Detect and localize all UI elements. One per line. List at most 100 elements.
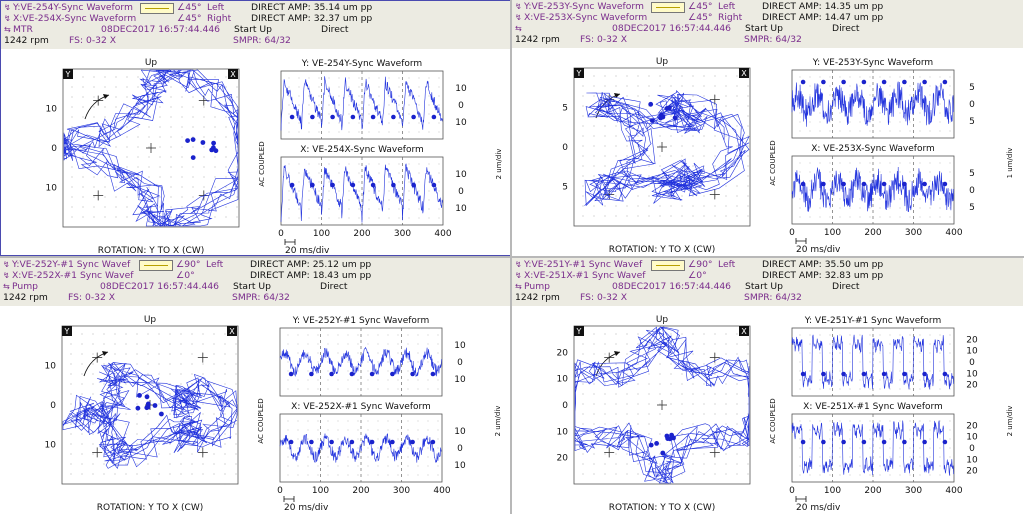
y-direct-amp: DIRECT AMP: 35.14 um pp	[251, 2, 373, 13]
y-waveform-title: Y: VE-251Y-#1 Sync Waveform	[804, 316, 942, 326]
y-waveform-name[interactable]: Y:VE-253Y-Sync Waveform	[524, 1, 644, 12]
time-axis-tick: 0	[278, 229, 284, 239]
direct-mode: Direct	[832, 281, 860, 292]
keyphasor-dot	[861, 79, 867, 85]
x-waveform-tick: 5	[969, 203, 975, 213]
time-axis-tick: 0	[789, 486, 795, 496]
keyphasor-dot	[329, 371, 334, 377]
scale-label: 2 um/div	[1006, 406, 1014, 437]
trace-legend-swatch[interactable]	[139, 260, 173, 271]
keyphasor-dot	[861, 181, 867, 187]
plot-panel[interactable]: ↯ ↯ Y:VE-252Y-#1 Sync Wavef X:VE-252X-#1 Sy…	[0, 258, 511, 514]
keyphasor-dot	[190, 137, 196, 142]
plot-panel[interactable]: ↯ ↯ Y:VE-254Y-Sync Waveform X:VE-254X-Sync …	[0, 0, 511, 256]
time-axis-tick: 400	[434, 229, 451, 239]
keyphasor-dot	[800, 371, 806, 377]
machine-icon: ⇆	[515, 282, 522, 291]
waveform-icon: ↯	[515, 13, 522, 22]
y-box-label: Y	[64, 327, 70, 336]
sample-datetime: 08DEC2017 16:57:44.446	[612, 23, 732, 34]
y-probe-marker: Y	[62, 326, 72, 336]
startup-status: Start Up	[234, 24, 272, 35]
orbit-crosshairs	[604, 352, 720, 458]
y-box-label: Y	[576, 327, 582, 336]
keyphasor-dot	[144, 394, 150, 400]
keyphasor-dot	[660, 450, 666, 456]
keyphasor-dot	[431, 114, 437, 120]
time-axis-tick: 100	[824, 228, 841, 238]
keyphasor-dot	[330, 182, 335, 188]
orbit-grid	[582, 333, 749, 475]
orbit-y-tick: 5	[562, 183, 568, 193]
time-axis-tick: 400	[945, 228, 962, 238]
keyphasor-dot	[350, 182, 356, 188]
plot-panel[interactable]: ↯ ↯ Y:VE-253Y-Sync Waveform X:VE-253X-Sync …	[512, 0, 1023, 256]
x-probe-marker: X	[739, 68, 749, 78]
timebase-label: 20 ms/div	[796, 245, 841, 255]
x-waveform-title: X: VE-251X-#1 Sync Waveform	[803, 402, 943, 412]
keyphasor-dot	[902, 79, 907, 85]
keyphasor-dot	[821, 181, 826, 187]
x-waveform-name[interactable]: X:VE-252X-#1 Sync Wavef	[12, 270, 134, 281]
keyphasor-dot	[391, 114, 396, 120]
trace-legend-swatch[interactable]	[140, 3, 174, 14]
plot-area: Up ROTATION: Y TO X (CW) Y X 5 0 5 AC COUPLED 1 …	[562, 57, 1014, 255]
x-waveform-name[interactable]: X:VE-253X-Sync Waveform	[524, 12, 648, 23]
orbit-y-tick: 10	[45, 441, 57, 451]
x-waveform-tick: 0	[969, 186, 975, 196]
keyphasor-dot	[841, 439, 846, 445]
x-waveform-tick: 10	[454, 427, 466, 437]
x-waveform-name[interactable]: X:VE-251X-#1 Sync Wavef	[524, 270, 646, 281]
y-probe-side: Left	[718, 259, 736, 270]
x-waveform-name[interactable]: X:VE-254X-Sync Waveform	[13, 13, 137, 24]
rotation-arrow	[595, 351, 621, 377]
plot-panel[interactable]: ↯ ↯ Y:VE-251Y-#1 Sync Wavef X:VE-251X-#1 Sy…	[512, 258, 1023, 514]
machine-name: MTR	[13, 24, 33, 35]
time-axis-tick: 0	[789, 228, 795, 238]
y-waveform-name[interactable]: Y:VE-251Y-#1 Sync Wavef	[524, 259, 643, 270]
y-waveform-title: Y: VE-253Y-Sync Waveform	[812, 58, 933, 68]
x-waveform-title: X: VE-252X-#1 Sync Waveform	[291, 402, 431, 412]
keyphasor-dot	[200, 140, 206, 145]
y-waveform-tick: 5	[969, 117, 975, 127]
sample-rate: SMPR: 64/32	[232, 292, 290, 303]
y-waveform-tick: 10	[966, 347, 978, 357]
y-probe-marker: Y	[574, 326, 584, 336]
x-waveform-tick: 10	[455, 204, 467, 214]
y-waveform-name[interactable]: Y:VE-252Y-#1 Sync Wavef	[12, 259, 131, 270]
timebase-label: 20 ms/div	[284, 503, 329, 513]
keyphasor-dot	[349, 371, 355, 377]
x-box-label: X	[230, 70, 236, 79]
x-direct-amp: DIRECT AMP: 32.83 um pp	[762, 270, 884, 281]
y-box-label: Y	[576, 69, 582, 78]
y-probe-angle: ∠45°	[177, 2, 202, 13]
x-probe-side: Right	[718, 12, 743, 23]
y-waveform-name[interactable]: Y:VE-254Y-Sync Waveform	[13, 2, 133, 13]
x-probe-marker: X	[227, 326, 237, 336]
waveform-icon: ↯	[515, 260, 522, 269]
keyphasor-dot	[310, 182, 315, 188]
trace-legend-swatch[interactable]	[651, 2, 685, 13]
y-waveform-tick: 0	[457, 358, 463, 368]
horizontal-divider[interactable]	[0, 256, 1024, 258]
y-waveform-tick: 0	[969, 358, 975, 368]
keyphasor-dot	[310, 114, 315, 120]
keyphasor-dot	[942, 371, 948, 377]
ac-coupled-label: AC COUPLED	[769, 398, 777, 443]
orbit-grid	[70, 333, 237, 475]
y-waveform-tick: 10	[454, 375, 466, 385]
y-waveform-grid	[287, 328, 439, 396]
x-waveform-tick: 20	[966, 467, 978, 477]
trace-legend-swatch[interactable]	[651, 260, 685, 271]
y-probe-marker: Y	[63, 69, 73, 79]
keyphasor-dot	[821, 79, 826, 85]
x-probe-angle: ∠0°	[688, 270, 707, 281]
timebase-bracket-icon	[795, 496, 807, 502]
orbit-y-tick: 0	[51, 144, 57, 154]
x-probe-side: Right	[207, 13, 232, 24]
keyphasor-dot	[350, 114, 356, 120]
y-waveform-tick: 20	[966, 381, 978, 391]
keyphasor-dot	[289, 182, 295, 188]
